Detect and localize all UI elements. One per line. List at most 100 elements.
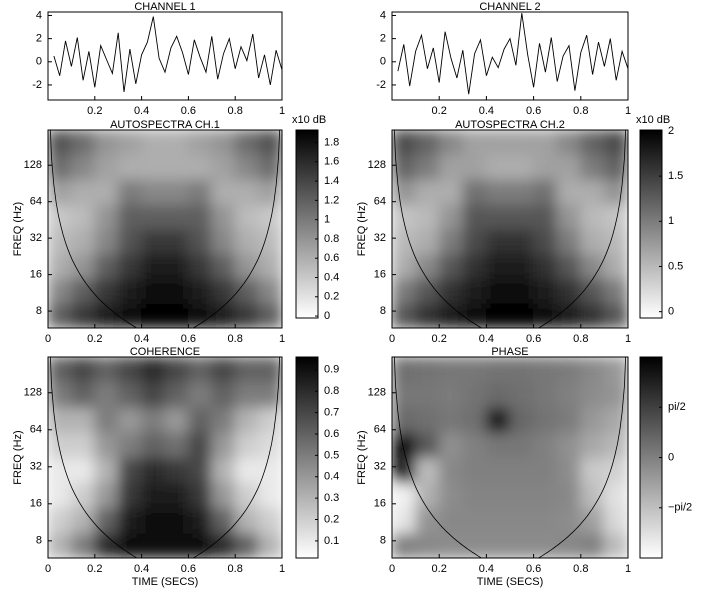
heatmap-cell	[462, 431, 487, 458]
heatmap-cell	[533, 381, 558, 408]
heatmap-cell	[117, 507, 143, 534]
heatmap-cell	[462, 457, 487, 484]
heatmap-cell	[509, 203, 535, 230]
heatmap-cell	[141, 482, 166, 509]
heatmap-cell	[438, 179, 464, 205]
heatmap-cell	[556, 302, 582, 328]
axes-frame	[391, 129, 629, 329]
heatmap-cell	[211, 179, 236, 205]
heatmap-cell	[580, 507, 605, 534]
heatmap-cell	[438, 357, 464, 383]
heatmap-cell	[234, 406, 260, 433]
y-tick-label: 2	[380, 33, 386, 45]
colorbar-tick-label: 0.6	[324, 252, 339, 264]
heatmap-cell	[485, 357, 511, 383]
colorbar-tick-label: 0.6	[324, 428, 339, 440]
heatmap-cell	[485, 482, 511, 509]
chart-title: CHANNEL 2	[479, 1, 540, 13]
heatmap-cell	[603, 278, 628, 304]
heatmap-cell	[187, 203, 213, 230]
heatmap-cell	[258, 507, 282, 534]
heatmap-cell	[211, 357, 236, 383]
heatmap-cell	[556, 154, 582, 180]
heatmap-cell	[234, 381, 260, 408]
x-tick-label: 0.2	[432, 333, 447, 345]
heatmap-cell	[164, 532, 189, 558]
heatmap-cell	[392, 406, 417, 433]
heatmap-cell	[392, 179, 417, 205]
heatmap-cell	[164, 154, 189, 180]
heatmap-cell	[48, 507, 72, 534]
heatmap-cell	[141, 130, 166, 156]
heatmap-cell	[141, 278, 166, 304]
heatmap-cell	[70, 130, 96, 156]
heatmap-cell	[533, 457, 558, 484]
heatmap-cell	[438, 278, 464, 304]
colorbar-tick-label: 1.5	[668, 170, 683, 182]
colorbar-tick-label: 0.2	[324, 513, 339, 525]
heatmap-cell	[94, 482, 119, 509]
x-tick-label: 0.2	[87, 105, 102, 117]
heatmap-cell	[117, 302, 143, 328]
x-tick-label: 0.8	[228, 333, 243, 345]
x-tick-label: 0.8	[573, 563, 588, 575]
heatmap-cell	[234, 457, 260, 484]
heatmap-cell	[211, 203, 236, 230]
heatmap-cell	[556, 381, 582, 408]
colorbar-tick-label: 0.3	[324, 492, 339, 504]
heatmap-cell	[258, 431, 282, 458]
heatmap-cell	[48, 203, 72, 230]
cone-of-influence	[49, 130, 281, 328]
heatmap-cell	[164, 482, 189, 509]
y-axis-label: FREQ (Hz)	[356, 202, 368, 256]
heatmap-cell	[533, 507, 558, 534]
heatmap-cell	[258, 179, 282, 205]
axes-frame	[391, 11, 629, 101]
heatmap-cell	[94, 130, 119, 156]
heatmap-cell	[556, 130, 582, 156]
heatmap-cell	[141, 228, 166, 255]
heatmap-cell	[48, 381, 72, 408]
heatmap-cell	[556, 457, 582, 484]
colorbar-tick-label: 0	[668, 306, 674, 318]
colorbar	[295, 129, 319, 319]
heatmap-cell	[533, 154, 558, 180]
heatmap-cell	[70, 203, 96, 230]
heatmap-cell	[509, 431, 535, 458]
y-tick-label: 32	[374, 232, 386, 244]
y-tick-label: 128	[368, 387, 386, 399]
heatmap-cell	[485, 381, 511, 408]
y-tick-label: 64	[30, 196, 42, 208]
heatmap-cell	[415, 278, 440, 304]
axes-frame	[47, 11, 283, 101]
axes-frame	[47, 356, 283, 559]
heatmap-cell	[187, 253, 213, 279]
heatmap-cell	[141, 302, 166, 328]
heatmap-cell	[462, 357, 487, 383]
heatmap-cell	[117, 381, 143, 408]
heatmap-cell	[509, 154, 535, 180]
heatmap-cells	[48, 130, 282, 328]
heatmap-cell	[48, 431, 72, 458]
heatmap-cell	[415, 406, 440, 433]
heatmap-cell	[580, 228, 605, 255]
colorbar-tick-label: 1	[324, 214, 330, 226]
heatmap-cell	[94, 179, 119, 205]
heatmap-cell	[48, 278, 72, 304]
heatmap-cell	[415, 357, 440, 383]
heatmap	[392, 130, 628, 328]
heatmap-cell	[392, 532, 417, 558]
y-tick-label: -2	[376, 79, 386, 91]
heatmap-cell	[415, 179, 440, 205]
heatmap-cell	[603, 482, 628, 509]
x-tick-label: 0.6	[526, 333, 541, 345]
heatmap-cell	[94, 457, 119, 484]
heatmap-cell	[211, 507, 236, 534]
heatmap-cell	[580, 457, 605, 484]
heatmap-cell	[94, 507, 119, 534]
axes-frame	[391, 356, 629, 559]
heatmap-cell	[438, 302, 464, 328]
heatmap-cell	[392, 203, 417, 230]
heatmap-cell	[187, 532, 213, 558]
heatmap-cell	[438, 381, 464, 408]
